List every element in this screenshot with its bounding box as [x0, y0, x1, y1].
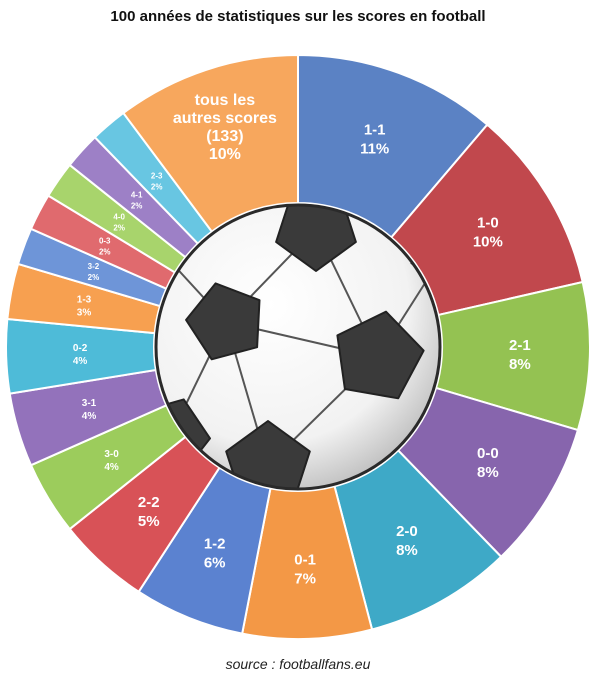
- slice-tous-les-autres-scores-133-: [121, 53, 299, 233]
- ball-patch: [275, 205, 357, 272]
- slice-label: 2-2 5%: [138, 494, 160, 530]
- labels-layer: 1-1 11% 1-0 10% 2-1 8% 0-0 8% 2-0 8% 0-1 7% 1-2 6% 2-2…: [73, 92, 531, 588]
- slice-label: 0-3 2%: [99, 236, 111, 256]
- chart-title: 100 années de statistiques sur les score…: [110, 8, 486, 25]
- slice-label: 2-1 8%: [509, 337, 531, 373]
- slice-label: 4-0 2%: [113, 213, 125, 233]
- slice-label: 0-1 7%: [294, 552, 316, 588]
- ball-rim: [154, 203, 442, 491]
- ball-patch: [336, 310, 425, 400]
- slice-label: 2-0 8%: [396, 523, 418, 559]
- slice-label: 0-2 4%: [73, 343, 88, 367]
- slice-label: 1-3 3%: [77, 294, 92, 318]
- slice-label: 1-0 10%: [473, 215, 503, 251]
- slices-layer: [5, 53, 591, 640]
- source-note: source : footballfans.eu: [225, 656, 371, 672]
- slice-label: 3-1 4%: [82, 398, 97, 422]
- slice-label: 3-2 2%: [88, 262, 100, 282]
- slice-label: 1-1 11%: [360, 121, 389, 157]
- slice-label: 4-1 2%: [131, 191, 143, 211]
- ball-patch: [185, 282, 261, 361]
- slice-label: tous les autres scores (133) 10%: [173, 92, 277, 163]
- slice-label: 3-0 4%: [104, 449, 119, 473]
- slice-label: 2-3 2%: [151, 171, 163, 191]
- slice-label: 0-0 8%: [477, 445, 499, 481]
- slice-label: 1-2 6%: [204, 536, 226, 572]
